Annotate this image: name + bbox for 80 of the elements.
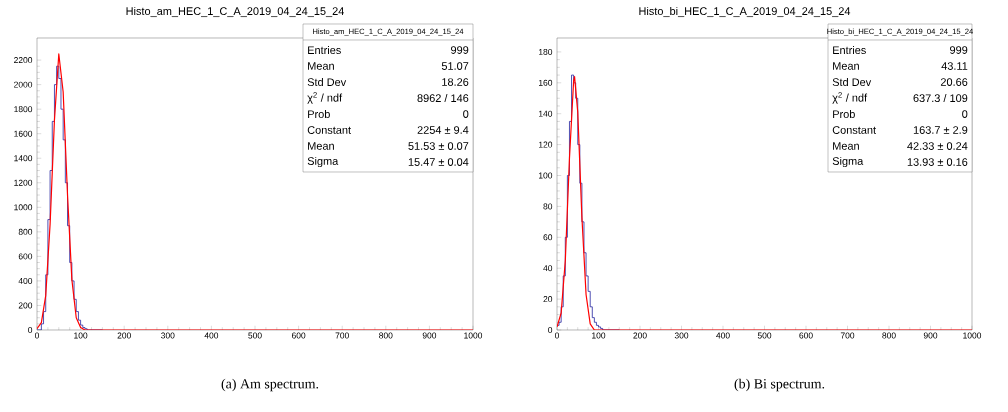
y-tick-label: 140 bbox=[539, 110, 553, 117]
x-tick-label: 100 bbox=[592, 332, 606, 339]
annotation: Constant bbox=[307, 126, 351, 134]
x-tick-label: 700 bbox=[840, 332, 855, 339]
annotation: Entries bbox=[833, 45, 866, 55]
chart-title: Histo_bi_HEC_1_C_A_2019_04_24_15_24 bbox=[639, 6, 851, 18]
y-tick-label: 80 bbox=[543, 203, 553, 210]
y-tick-label: 1600 bbox=[14, 130, 33, 137]
x-tick-label: 800 bbox=[379, 332, 393, 339]
x-tick-label: 700 bbox=[335, 332, 349, 339]
y-tick-label: 180 bbox=[539, 48, 553, 55]
x-tick-label: 400 bbox=[716, 332, 730, 339]
x-tick-label: 500 bbox=[248, 332, 262, 339]
annotation: Mean bbox=[308, 142, 334, 150]
annotation: 51.07 bbox=[441, 62, 469, 70]
y-tick-label: 1400 bbox=[14, 155, 33, 162]
annotation: 13.93 ± 0.16 bbox=[907, 158, 968, 166]
x-tick-label: 500 bbox=[757, 332, 772, 339]
y-tick-label: 1800 bbox=[14, 106, 33, 113]
chart-title: Histo_am_HEC_1_C_A_2019_04_24_15_24 bbox=[126, 6, 344, 18]
x-tick-label: 200 bbox=[633, 332, 647, 339]
x-tick-label: 800 bbox=[882, 332, 896, 339]
x-tick-label: 900 bbox=[422, 332, 437, 339]
y-tick-label: 1200 bbox=[14, 179, 33, 186]
annotation: Constant bbox=[832, 126, 876, 134]
annotation: 999 bbox=[451, 46, 469, 54]
y-tick-label: 1000 bbox=[14, 204, 33, 211]
x-tick-label: 1000 bbox=[464, 332, 483, 339]
annotation: Prob bbox=[308, 109, 330, 119]
annotation: 2254 ± 9.4 bbox=[417, 126, 469, 134]
text: (a) Am spectrum. bbox=[221, 378, 319, 392]
x-tick-label: 300 bbox=[161, 332, 175, 339]
x-tick-label: 100 bbox=[74, 332, 88, 339]
annotation: 163.7 ± 2.9 bbox=[913, 126, 968, 134]
x-tick-label: 0 bbox=[34, 332, 40, 339]
y-tick-label: 600 bbox=[18, 253, 33, 260]
x-tick-label: 900 bbox=[923, 332, 938, 339]
annotation: χ$^{2}$ / ndf bbox=[307, 92, 343, 104]
annotation: Prob bbox=[833, 109, 855, 119]
x-tick-label: 300 bbox=[674, 332, 689, 339]
annotation: 999 bbox=[950, 46, 968, 54]
y-tick-label: 2200 bbox=[14, 57, 33, 64]
annotation: Sigma bbox=[307, 156, 339, 168]
annotation: 637.3 / 109 bbox=[913, 93, 968, 103]
annotation: 15.47 ± 0.04 bbox=[408, 158, 469, 166]
x-tick-label: 200 bbox=[117, 332, 131, 339]
annotation: Std Dev bbox=[832, 77, 872, 87]
x-tick-label: 600 bbox=[799, 332, 813, 339]
annotation: 0 bbox=[962, 110, 968, 118]
annotation: Entries bbox=[308, 45, 341, 55]
x-tick-label: 400 bbox=[204, 332, 219, 339]
annotation: 20.66 bbox=[940, 78, 968, 86]
annotation: Mean bbox=[833, 142, 859, 150]
y-tick-label: 800 bbox=[18, 228, 33, 235]
annotation: Std Dev bbox=[307, 77, 347, 87]
y-tick-label: 20 bbox=[543, 296, 553, 303]
y-tick-label: 2000 bbox=[14, 81, 33, 88]
annotation: Mean bbox=[308, 62, 334, 70]
y-tick-label: 400 bbox=[18, 277, 33, 284]
text: (b) Bi spectrum. bbox=[734, 378, 825, 392]
y-tick-label: 100 bbox=[539, 172, 553, 179]
annotation: 43.11 bbox=[941, 62, 968, 70]
x-tick-label: 0 bbox=[554, 332, 560, 339]
annotation: 8962 / 146 bbox=[417, 93, 469, 103]
annotation: Sigma bbox=[832, 156, 864, 168]
y-tick-label: 0 bbox=[548, 327, 553, 333]
y-tick-label: 200 bbox=[18, 302, 33, 309]
y-tick-label: 160 bbox=[539, 79, 553, 86]
annotation: 42.33 ± 0.24 bbox=[907, 142, 968, 150]
y-tick-label: 0 bbox=[28, 327, 33, 333]
annotation: χ$^{2}$ / ndf bbox=[832, 92, 868, 104]
x-tick-label: 1000 bbox=[963, 332, 982, 339]
annotation: Mean bbox=[833, 62, 859, 70]
y-tick-label: 120 bbox=[539, 141, 553, 148]
x-tick-label: 600 bbox=[291, 332, 306, 339]
annotation: 0 bbox=[463, 110, 469, 118]
y-tick-label: 60 bbox=[543, 234, 553, 241]
annotation: 51.53 ± 0.07 bbox=[408, 142, 469, 150]
y-tick-label: 40 bbox=[543, 265, 553, 272]
annotation: 18.26 bbox=[442, 78, 469, 86]
